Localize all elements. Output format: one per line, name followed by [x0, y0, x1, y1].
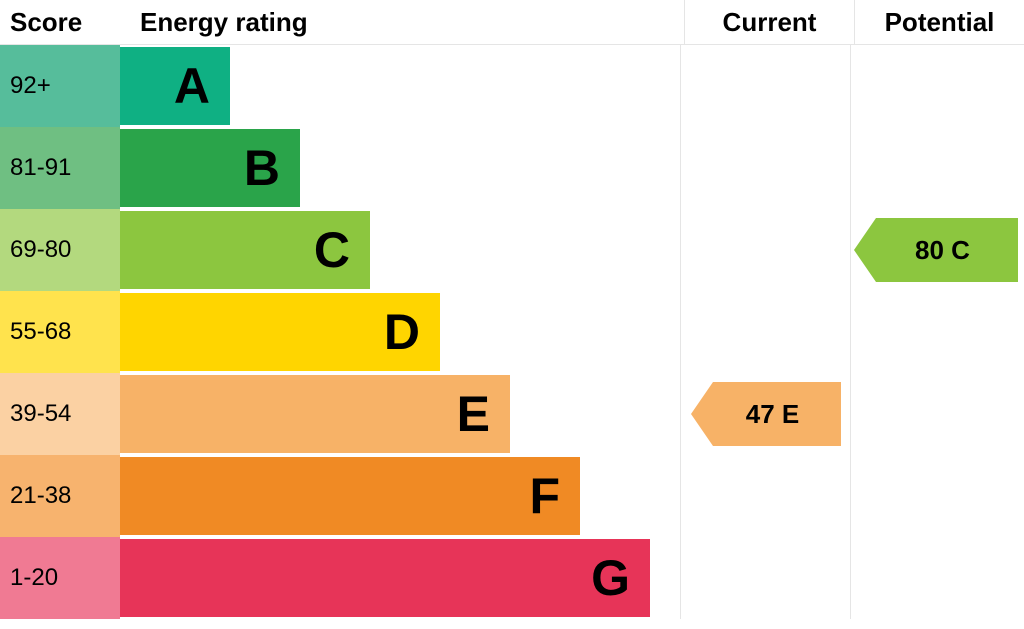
current-col	[680, 127, 850, 209]
energy-rating-chart: Score Energy rating Current Potential 92…	[0, 0, 1024, 629]
potential-col	[850, 537, 1020, 619]
header-potential: Potential	[854, 0, 1024, 44]
rating-letter-f: F	[529, 467, 560, 525]
current-marker: 47 E	[691, 382, 841, 446]
rating-letter-d: D	[384, 303, 420, 361]
rating-row-b: 81-91 B	[0, 127, 1024, 209]
bar-cell: C	[120, 209, 680, 291]
bar-cell: D	[120, 291, 680, 373]
rating-bar-b: B	[120, 129, 300, 207]
rating-bar-e: E	[120, 375, 510, 453]
rating-letter-b: B	[244, 139, 280, 197]
score-range-g: 1-20	[0, 537, 120, 619]
potential-col: 80 C	[850, 209, 1020, 291]
score-range-e: 39-54	[0, 373, 120, 455]
bar-cell: E	[120, 373, 680, 455]
rating-bar-d: D	[120, 293, 440, 371]
rating-row-a: 92+ A	[0, 45, 1024, 127]
current-col	[680, 537, 850, 619]
score-range-d: 55-68	[0, 291, 120, 373]
rating-bar-g: G	[120, 539, 650, 617]
header-current: Current	[684, 0, 854, 44]
bar-cell: B	[120, 127, 680, 209]
current-col	[680, 291, 850, 373]
rating-letter-c: C	[314, 221, 350, 279]
score-range-b: 81-91	[0, 127, 120, 209]
potential-marker: 80 C	[854, 218, 1018, 282]
rating-bar-c: C	[120, 211, 370, 289]
potential-col	[850, 127, 1020, 209]
current-col	[680, 209, 850, 291]
rating-bar-f: F	[120, 457, 580, 535]
potential-col	[850, 291, 1020, 373]
rating-row-d: 55-68 D	[0, 291, 1024, 373]
bar-cell: F	[120, 455, 680, 537]
rating-row-e: 39-54 E 47 E	[0, 373, 1024, 455]
rating-row-f: 21-38 F	[0, 455, 1024, 537]
bar-cell: G	[120, 537, 680, 619]
current-col: 47 E	[680, 373, 850, 455]
header-rating: Energy rating	[120, 7, 684, 38]
potential-marker-label: 80 C	[915, 235, 970, 266]
current-marker-label: 47 E	[746, 399, 800, 430]
rating-rows: 92+ A 81-91 B 69-80 C 80 C 55-68 D 39-54 E 47 E 21-3…	[0, 45, 1024, 619]
rating-letter-a: A	[174, 57, 210, 115]
bar-cell: A	[120, 45, 680, 127]
score-range-a: 92+	[0, 45, 120, 127]
rating-letter-g: G	[591, 549, 630, 607]
score-range-f: 21-38	[0, 455, 120, 537]
potential-col	[850, 373, 1020, 455]
rating-row-g: 1-20 G	[0, 537, 1024, 619]
potential-col	[850, 45, 1020, 127]
rating-row-c: 69-80 C 80 C	[0, 209, 1024, 291]
rating-bar-a: A	[120, 47, 230, 125]
current-col	[680, 45, 850, 127]
rating-letter-e: E	[457, 385, 490, 443]
header-score: Score	[0, 7, 120, 38]
current-col	[680, 455, 850, 537]
potential-col	[850, 455, 1020, 537]
score-range-c: 69-80	[0, 209, 120, 291]
header-row: Score Energy rating Current Potential	[0, 0, 1024, 45]
